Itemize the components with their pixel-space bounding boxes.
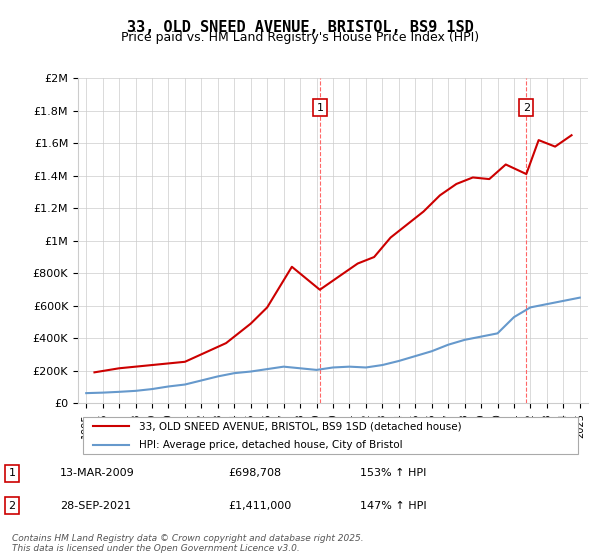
- Text: 1: 1: [8, 468, 16, 478]
- Text: HPI: Average price, detached house, City of Bristol: HPI: Average price, detached house, City…: [139, 440, 403, 450]
- Text: 1: 1: [316, 102, 323, 113]
- Text: 2: 2: [8, 501, 16, 511]
- Text: £698,708: £698,708: [228, 468, 281, 478]
- Text: 33, OLD SNEED AVENUE, BRISTOL, BS9 1SD (detached house): 33, OLD SNEED AVENUE, BRISTOL, BS9 1SD (…: [139, 421, 462, 431]
- Text: 28-SEP-2021: 28-SEP-2021: [60, 501, 131, 511]
- Text: 13-MAR-2009: 13-MAR-2009: [60, 468, 135, 478]
- Text: Price paid vs. HM Land Registry's House Price Index (HPI): Price paid vs. HM Land Registry's House …: [121, 31, 479, 44]
- Text: 147% ↑ HPI: 147% ↑ HPI: [360, 501, 427, 511]
- Text: 153% ↑ HPI: 153% ↑ HPI: [360, 468, 427, 478]
- Text: £1,411,000: £1,411,000: [228, 501, 291, 511]
- FancyBboxPatch shape: [83, 417, 578, 454]
- Text: 2: 2: [523, 102, 530, 113]
- Text: 33, OLD SNEED AVENUE, BRISTOL, BS9 1SD: 33, OLD SNEED AVENUE, BRISTOL, BS9 1SD: [127, 20, 473, 35]
- Text: Contains HM Land Registry data © Crown copyright and database right 2025.
This d: Contains HM Land Registry data © Crown c…: [12, 534, 364, 553]
